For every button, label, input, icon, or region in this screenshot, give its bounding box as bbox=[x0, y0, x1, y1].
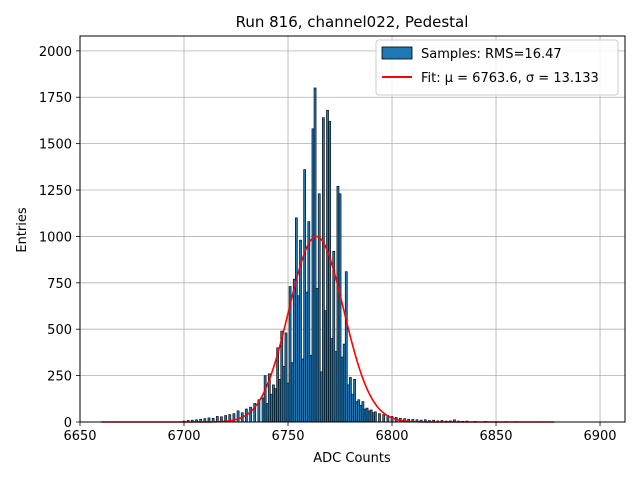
y-tick-label: 500 bbox=[47, 323, 72, 338]
histogram-bar bbox=[313, 87, 317, 423]
histogram-bar bbox=[363, 408, 367, 423]
histogram-bar bbox=[272, 384, 275, 423]
histogram-bar bbox=[315, 288, 319, 423]
chart-title: Run 816, channel022, Pedestal bbox=[236, 13, 469, 31]
y-tick-label: 1250 bbox=[39, 184, 72, 199]
histogram-bar bbox=[324, 310, 327, 423]
histogram-bar bbox=[236, 410, 240, 423]
plot-frame bbox=[79, 35, 626, 423]
y-tick-label: 2000 bbox=[39, 45, 72, 60]
y-tick-label: 750 bbox=[47, 277, 72, 292]
histogram-bar bbox=[322, 117, 325, 423]
histogram-bar bbox=[263, 375, 267, 423]
x-tick-label: 6750 bbox=[271, 429, 304, 444]
histogram-bar bbox=[292, 278, 296, 423]
x-tick-label: 6900 bbox=[583, 429, 616, 444]
legend: Samples: RMS=16.47 Fit: μ = 6763.6, σ = … bbox=[375, 39, 619, 96]
histogram-bar bbox=[326, 109, 329, 423]
histogram-bar bbox=[294, 217, 298, 423]
histogram-bar bbox=[351, 393, 354, 423]
y-tick-label: 1000 bbox=[39, 230, 72, 245]
histogram-bar bbox=[340, 356, 344, 423]
y-axis-ticks: 0 250 500 750 1000 1250 1500 1750 2000 bbox=[39, 45, 80, 431]
histogram-bar bbox=[342, 343, 346, 423]
histogram-bar bbox=[282, 366, 286, 423]
histogram-bar bbox=[319, 371, 323, 423]
histogram-bar bbox=[317, 193, 321, 423]
histogram-bar bbox=[307, 221, 311, 423]
histogram-bar bbox=[332, 250, 336, 423]
x-tick-label: 6850 bbox=[479, 429, 512, 444]
x-tick-label: 6650 bbox=[63, 429, 96, 444]
histogram-bar bbox=[371, 412, 375, 423]
histogram-bar bbox=[270, 393, 273, 423]
histogram-bar bbox=[369, 409, 373, 423]
histogram-bar bbox=[346, 384, 350, 423]
histogram-bar bbox=[328, 121, 331, 423]
histogram-bar bbox=[361, 401, 365, 423]
y-tick-label: 1750 bbox=[39, 91, 72, 106]
histogram-bar bbox=[311, 128, 315, 423]
histogram-bar bbox=[249, 406, 252, 423]
x-axis-ticks: 6650 6700 6750 6800 6850 6900 bbox=[63, 422, 617, 444]
legend-box bbox=[375, 39, 619, 96]
histogram-bar bbox=[359, 404, 363, 423]
y-axis-label: Entries bbox=[15, 207, 30, 253]
histogram-bar bbox=[330, 338, 334, 423]
y-tick-label: 1500 bbox=[39, 138, 72, 153]
histogram-bar bbox=[344, 271, 348, 423]
histogram-bar bbox=[382, 414, 386, 423]
legend-label-samples: Samples: RMS=16.47 bbox=[421, 47, 562, 62]
grid bbox=[79, 36, 625, 423]
histogram-bar bbox=[309, 354, 313, 423]
x-tick-label: 6700 bbox=[167, 429, 200, 444]
legend-swatch-samples bbox=[381, 46, 413, 60]
histogram-bar bbox=[290, 362, 294, 423]
histogram-bar bbox=[336, 186, 340, 423]
histogram-bar bbox=[365, 407, 369, 423]
histogram-bar bbox=[278, 379, 282, 423]
histogram-bar bbox=[367, 410, 371, 423]
histogram-bar bbox=[349, 377, 352, 423]
y-tick-label: 0 bbox=[64, 416, 72, 431]
histogram-bar bbox=[284, 332, 288, 423]
histogram-bar bbox=[286, 382, 290, 423]
histogram-bar bbox=[303, 169, 306, 423]
histogram-bar bbox=[301, 358, 304, 423]
histogram-bar bbox=[297, 295, 300, 423]
histogram-bar bbox=[280, 330, 284, 423]
histogram-bar bbox=[274, 388, 277, 423]
histogram-bar bbox=[353, 379, 356, 423]
histogram-bar bbox=[357, 399, 361, 423]
x-tick-label: 6800 bbox=[375, 429, 408, 444]
histogram-bar bbox=[374, 411, 377, 423]
histogram-bar bbox=[355, 401, 359, 423]
histogram-bar bbox=[338, 193, 342, 423]
histogram-bar bbox=[305, 291, 309, 423]
histogram-bar bbox=[378, 413, 381, 423]
histogram-bar bbox=[265, 403, 269, 423]
y-tick-label: 250 bbox=[47, 370, 72, 385]
histogram-bar bbox=[334, 351, 338, 423]
legend-label-fit: Fit: μ = 6763.6, σ = 13.133 bbox=[421, 71, 599, 86]
histogram-bar bbox=[261, 397, 265, 423]
x-axis-label: ADC Counts bbox=[313, 451, 391, 466]
